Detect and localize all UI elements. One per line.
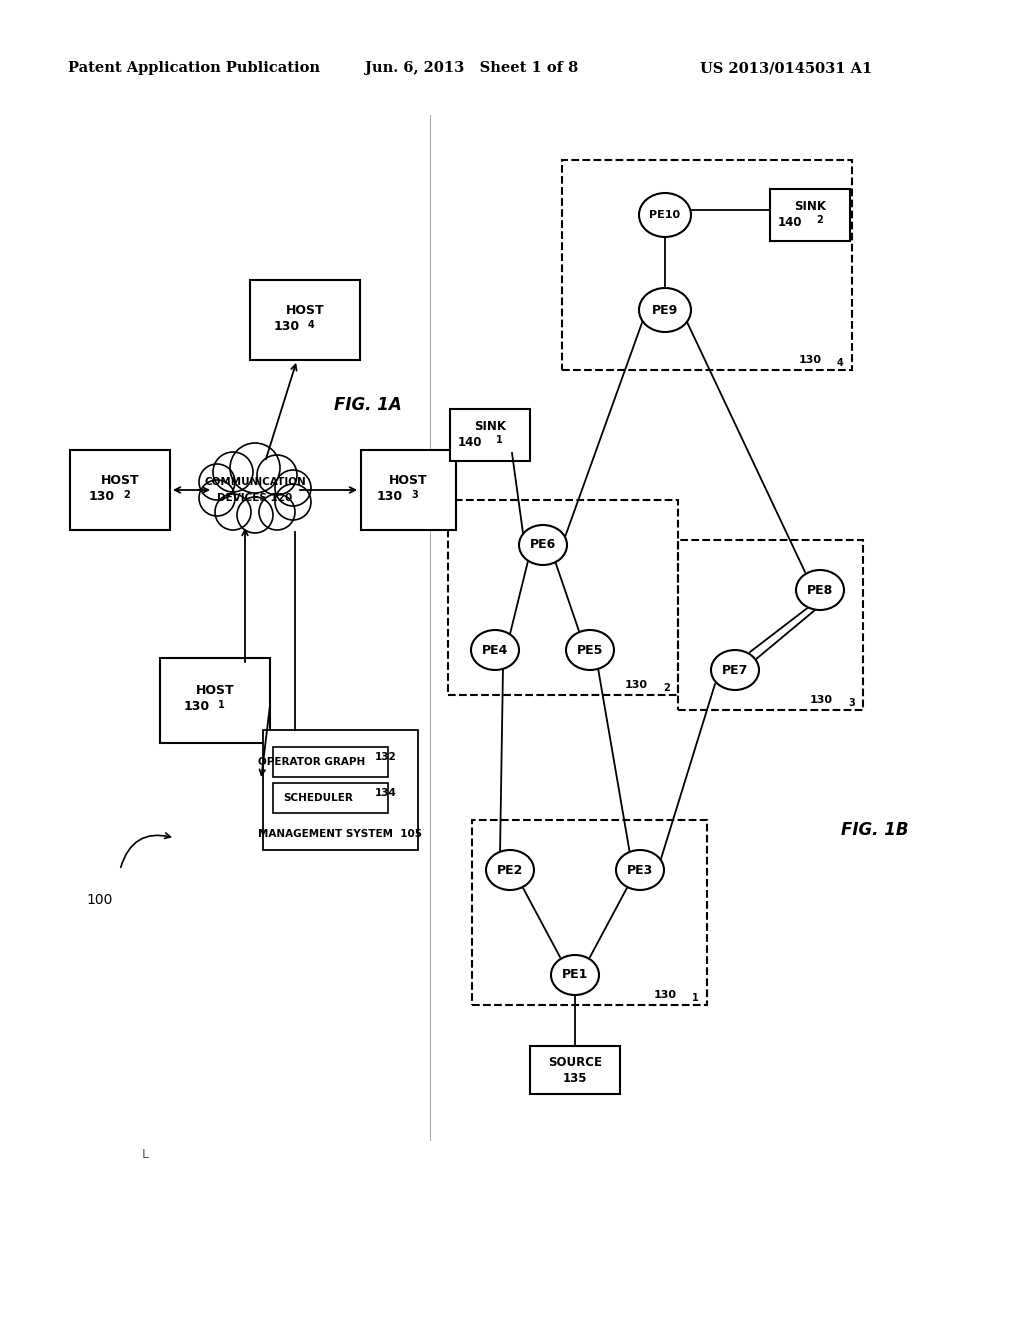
Text: HOST: HOST bbox=[286, 305, 325, 318]
Text: 3: 3 bbox=[411, 490, 418, 500]
Bar bbox=[250, 280, 360, 360]
Circle shape bbox=[275, 484, 311, 520]
Text: SINK: SINK bbox=[794, 199, 826, 213]
Text: 100: 100 bbox=[87, 894, 114, 907]
Text: PE8: PE8 bbox=[807, 583, 834, 597]
Ellipse shape bbox=[471, 630, 519, 671]
Text: L: L bbox=[141, 1148, 148, 1162]
Text: 132: 132 bbox=[375, 752, 396, 762]
Bar bbox=[449, 500, 678, 696]
Text: Patent Application Publication: Patent Application Publication bbox=[68, 61, 319, 75]
Bar bbox=[360, 450, 456, 531]
Ellipse shape bbox=[711, 649, 759, 690]
Text: 1: 1 bbox=[692, 993, 698, 1003]
Circle shape bbox=[257, 455, 297, 495]
Bar bbox=[450, 409, 530, 461]
Circle shape bbox=[237, 498, 273, 533]
Ellipse shape bbox=[796, 570, 844, 610]
Text: 130: 130 bbox=[810, 696, 833, 705]
Ellipse shape bbox=[639, 193, 691, 238]
Text: SOURCE: SOURCE bbox=[548, 1056, 602, 1069]
Bar bbox=[272, 747, 387, 777]
Text: PE10: PE10 bbox=[649, 210, 681, 220]
Bar bbox=[70, 450, 170, 531]
Text: HOST: HOST bbox=[100, 474, 139, 487]
Text: 130: 130 bbox=[625, 680, 648, 690]
Bar bbox=[770, 189, 850, 242]
Text: OPERATOR GRAPH: OPERATOR GRAPH bbox=[258, 756, 366, 767]
Text: PE1: PE1 bbox=[562, 969, 588, 982]
Text: 130: 130 bbox=[799, 355, 822, 366]
Text: PE7: PE7 bbox=[722, 664, 749, 676]
Text: 130: 130 bbox=[273, 321, 300, 334]
Text: FIG. 1B: FIG. 1B bbox=[842, 821, 908, 840]
Text: 130: 130 bbox=[89, 491, 115, 503]
Bar bbox=[160, 657, 270, 742]
Circle shape bbox=[275, 470, 311, 506]
Text: Jun. 6, 2013   Sheet 1 of 8: Jun. 6, 2013 Sheet 1 of 8 bbox=[365, 61, 579, 75]
Circle shape bbox=[213, 451, 253, 492]
Ellipse shape bbox=[616, 850, 664, 890]
Text: PE5: PE5 bbox=[577, 644, 603, 656]
Circle shape bbox=[199, 465, 234, 500]
Text: COMMUNICATION: COMMUNICATION bbox=[204, 477, 306, 487]
Text: MANAGEMENT SYSTEM  105: MANAGEMENT SYSTEM 105 bbox=[258, 829, 422, 840]
Text: 130: 130 bbox=[377, 491, 403, 503]
Ellipse shape bbox=[639, 288, 691, 333]
Text: 3: 3 bbox=[848, 698, 855, 708]
Text: SINK: SINK bbox=[474, 420, 506, 433]
Text: HOST: HOST bbox=[196, 685, 234, 697]
Text: PE4: PE4 bbox=[482, 644, 508, 656]
Text: PE2: PE2 bbox=[497, 863, 523, 876]
Text: 1: 1 bbox=[218, 700, 224, 710]
Text: 2: 2 bbox=[816, 215, 822, 224]
Text: 130: 130 bbox=[184, 701, 210, 714]
Text: FIG. 1A: FIG. 1A bbox=[334, 396, 401, 414]
Ellipse shape bbox=[551, 954, 599, 995]
Bar bbox=[262, 730, 418, 850]
Text: 135: 135 bbox=[563, 1072, 587, 1085]
Text: 2: 2 bbox=[663, 682, 670, 693]
Bar bbox=[678, 540, 863, 710]
Text: DEVICES 120: DEVICES 120 bbox=[217, 492, 293, 503]
Ellipse shape bbox=[566, 630, 614, 671]
Text: US 2013/0145031 A1: US 2013/0145031 A1 bbox=[700, 61, 872, 75]
Bar bbox=[530, 1045, 620, 1094]
Bar bbox=[472, 820, 707, 1005]
Ellipse shape bbox=[486, 850, 534, 890]
Bar bbox=[562, 160, 852, 370]
Ellipse shape bbox=[519, 525, 567, 565]
Bar bbox=[272, 783, 387, 813]
Text: 2: 2 bbox=[123, 490, 130, 500]
Text: 140: 140 bbox=[458, 437, 482, 450]
Text: 1: 1 bbox=[496, 436, 503, 445]
Text: 130: 130 bbox=[654, 990, 677, 1001]
Circle shape bbox=[199, 480, 234, 516]
Text: PE9: PE9 bbox=[652, 304, 678, 317]
Text: 140: 140 bbox=[777, 216, 802, 230]
Text: 4: 4 bbox=[308, 319, 314, 330]
Text: PE3: PE3 bbox=[627, 863, 653, 876]
Text: 4: 4 bbox=[837, 358, 844, 368]
Circle shape bbox=[215, 494, 251, 531]
Circle shape bbox=[230, 444, 280, 492]
Text: PE6: PE6 bbox=[529, 539, 556, 552]
Circle shape bbox=[259, 494, 295, 531]
Text: HOST: HOST bbox=[389, 474, 427, 487]
Text: SCHEDULER: SCHEDULER bbox=[283, 793, 353, 803]
Text: 134: 134 bbox=[375, 788, 397, 799]
